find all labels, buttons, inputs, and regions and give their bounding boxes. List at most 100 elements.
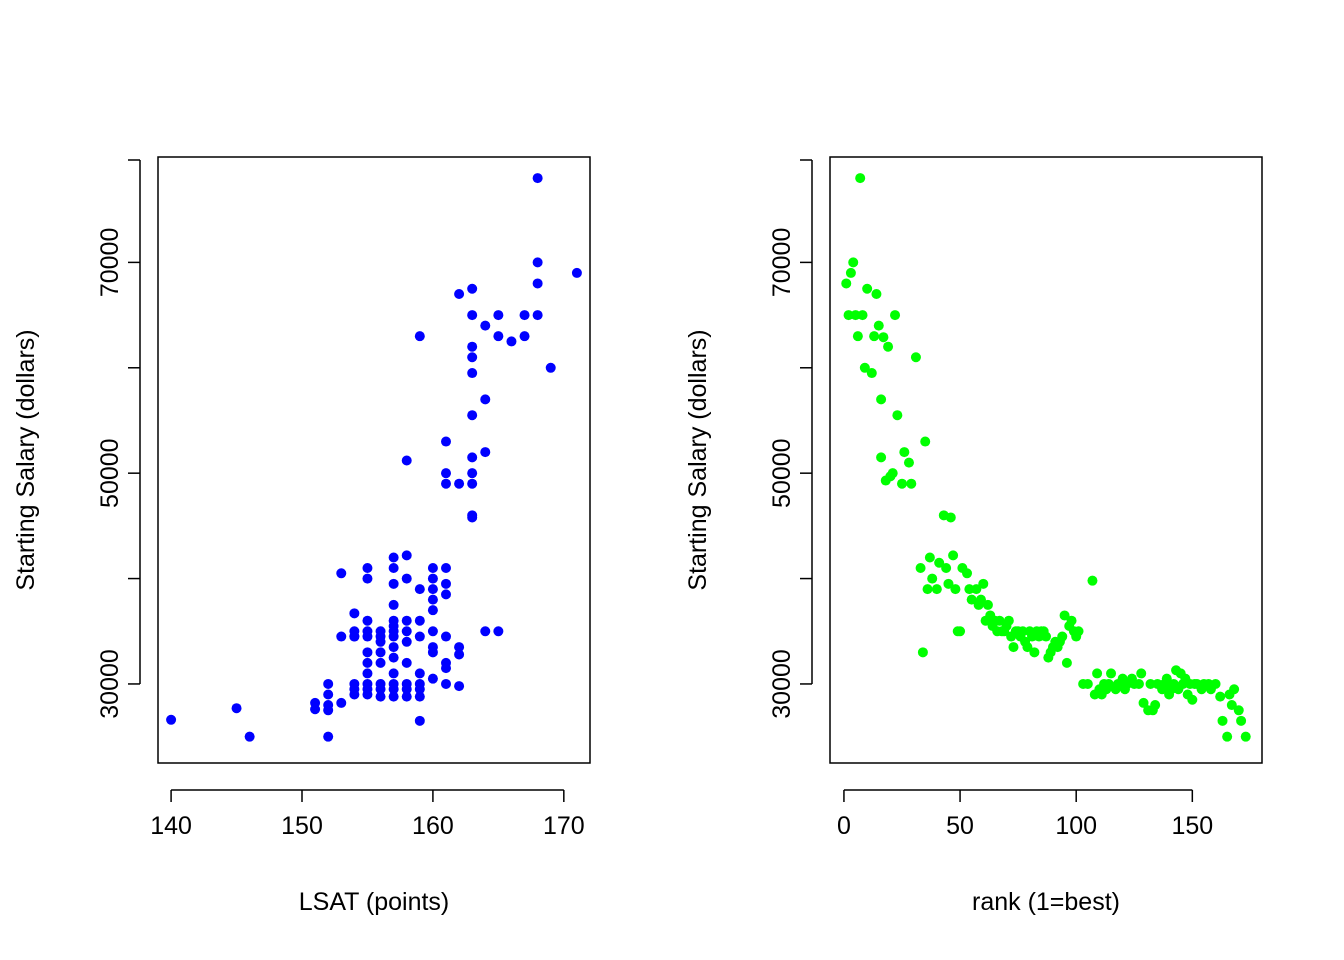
data-point	[493, 626, 504, 637]
y-tick-label: 30000	[768, 649, 796, 719]
data-point	[931, 584, 942, 595]
data-point	[310, 704, 321, 715]
data-point	[441, 578, 451, 589]
y-tick-label: 70000	[768, 228, 796, 298]
data-point	[532, 278, 543, 289]
data-point	[1222, 731, 1233, 742]
data-point	[927, 573, 938, 584]
data-point	[362, 573, 373, 584]
data-point	[493, 310, 504, 321]
data-point	[1003, 615, 1014, 626]
data-point	[375, 691, 386, 702]
data-point	[906, 478, 917, 489]
data-point	[427, 605, 438, 616]
data-point	[231, 703, 242, 714]
data-point	[467, 468, 478, 479]
data-point	[532, 173, 543, 184]
data-point	[571, 267, 582, 278]
data-point	[414, 331, 425, 342]
data-point	[401, 615, 412, 626]
data-point	[862, 283, 873, 294]
plot-frame	[829, 156, 1263, 764]
data-point	[244, 731, 255, 742]
data-point	[852, 331, 863, 342]
x-axis: 140 150 160 170	[150, 789, 585, 840]
data-point	[934, 557, 945, 568]
data-point	[388, 691, 399, 702]
data-point	[467, 352, 478, 363]
data-point	[871, 289, 882, 300]
data-point	[441, 589, 451, 600]
data-point	[454, 642, 465, 653]
x-tick-label: 150	[1171, 812, 1213, 840]
data-point	[336, 568, 347, 579]
data-point	[1150, 700, 1161, 711]
data-point	[545, 362, 556, 373]
data-point	[414, 691, 425, 702]
data-point	[855, 173, 866, 184]
data-point	[519, 310, 530, 321]
data-point	[454, 478, 465, 489]
data-point	[467, 478, 478, 489]
data-point	[401, 626, 412, 637]
data-point	[859, 362, 870, 373]
data-point	[427, 594, 438, 605]
data-point	[388, 684, 399, 695]
data-point	[467, 341, 478, 352]
data-point	[362, 689, 373, 700]
data-point	[401, 636, 412, 647]
x-axis-label: rank (1=best)	[972, 888, 1120, 916]
data-point	[454, 681, 465, 692]
data-point	[323, 689, 334, 700]
data-point	[414, 684, 425, 695]
data-point	[323, 731, 334, 742]
data-point	[1073, 626, 1084, 637]
data-point	[349, 608, 360, 619]
data-point	[1217, 715, 1228, 726]
data-point	[964, 584, 975, 595]
y-tick-label: 30000	[96, 649, 124, 719]
data-point	[1092, 668, 1103, 679]
data-point	[1061, 657, 1072, 668]
data-point	[1017, 626, 1028, 637]
data-point	[1229, 684, 1240, 695]
data-point	[982, 599, 993, 610]
lsat-salary-panel: 140 150 160 170 30000 50000 70000 LSAT (points)…	[12, 156, 591, 916]
data-point	[1106, 668, 1117, 679]
data-point	[441, 563, 451, 574]
data-point	[480, 626, 491, 637]
data-point	[506, 336, 517, 347]
data-point	[1226, 700, 1237, 711]
data-point	[975, 594, 986, 605]
data-point	[955, 626, 966, 637]
x-tick-label: 0	[837, 812, 851, 840]
data-point	[966, 594, 977, 605]
data-point	[857, 310, 868, 321]
data-point	[388, 642, 399, 653]
data-point	[388, 552, 399, 563]
x-axis-label: LSAT (points)	[299, 888, 450, 916]
data-point	[897, 478, 907, 489]
data-point	[873, 320, 884, 331]
data-point	[388, 631, 399, 642]
data-point	[467, 368, 478, 379]
data-point	[1136, 668, 1147, 679]
data-point	[1103, 678, 1114, 689]
data-point	[1236, 715, 1247, 726]
data-point	[362, 615, 373, 626]
data-point	[941, 563, 952, 574]
data-point	[978, 578, 989, 589]
data-point	[1087, 575, 1098, 586]
data-point	[441, 468, 451, 479]
data-point	[915, 563, 926, 574]
data-point	[427, 647, 438, 658]
data-point	[519, 331, 530, 342]
data-point	[924, 552, 935, 563]
data-point	[1210, 678, 1221, 689]
data-point	[441, 678, 451, 689]
data-point	[414, 584, 425, 595]
data-point	[323, 705, 334, 716]
data-point	[1041, 631, 1051, 642]
data-point	[1233, 705, 1244, 716]
